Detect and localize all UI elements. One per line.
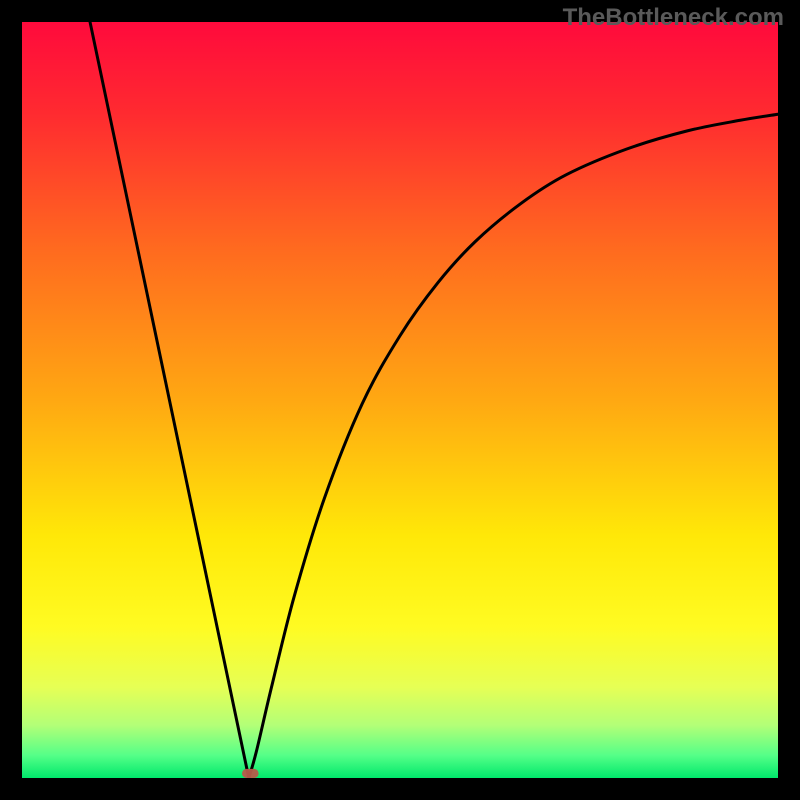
gradient-background xyxy=(22,22,778,778)
chart-frame: TheBottleneck.com xyxy=(0,0,800,800)
watermark-text: TheBottleneck.com xyxy=(563,4,784,32)
